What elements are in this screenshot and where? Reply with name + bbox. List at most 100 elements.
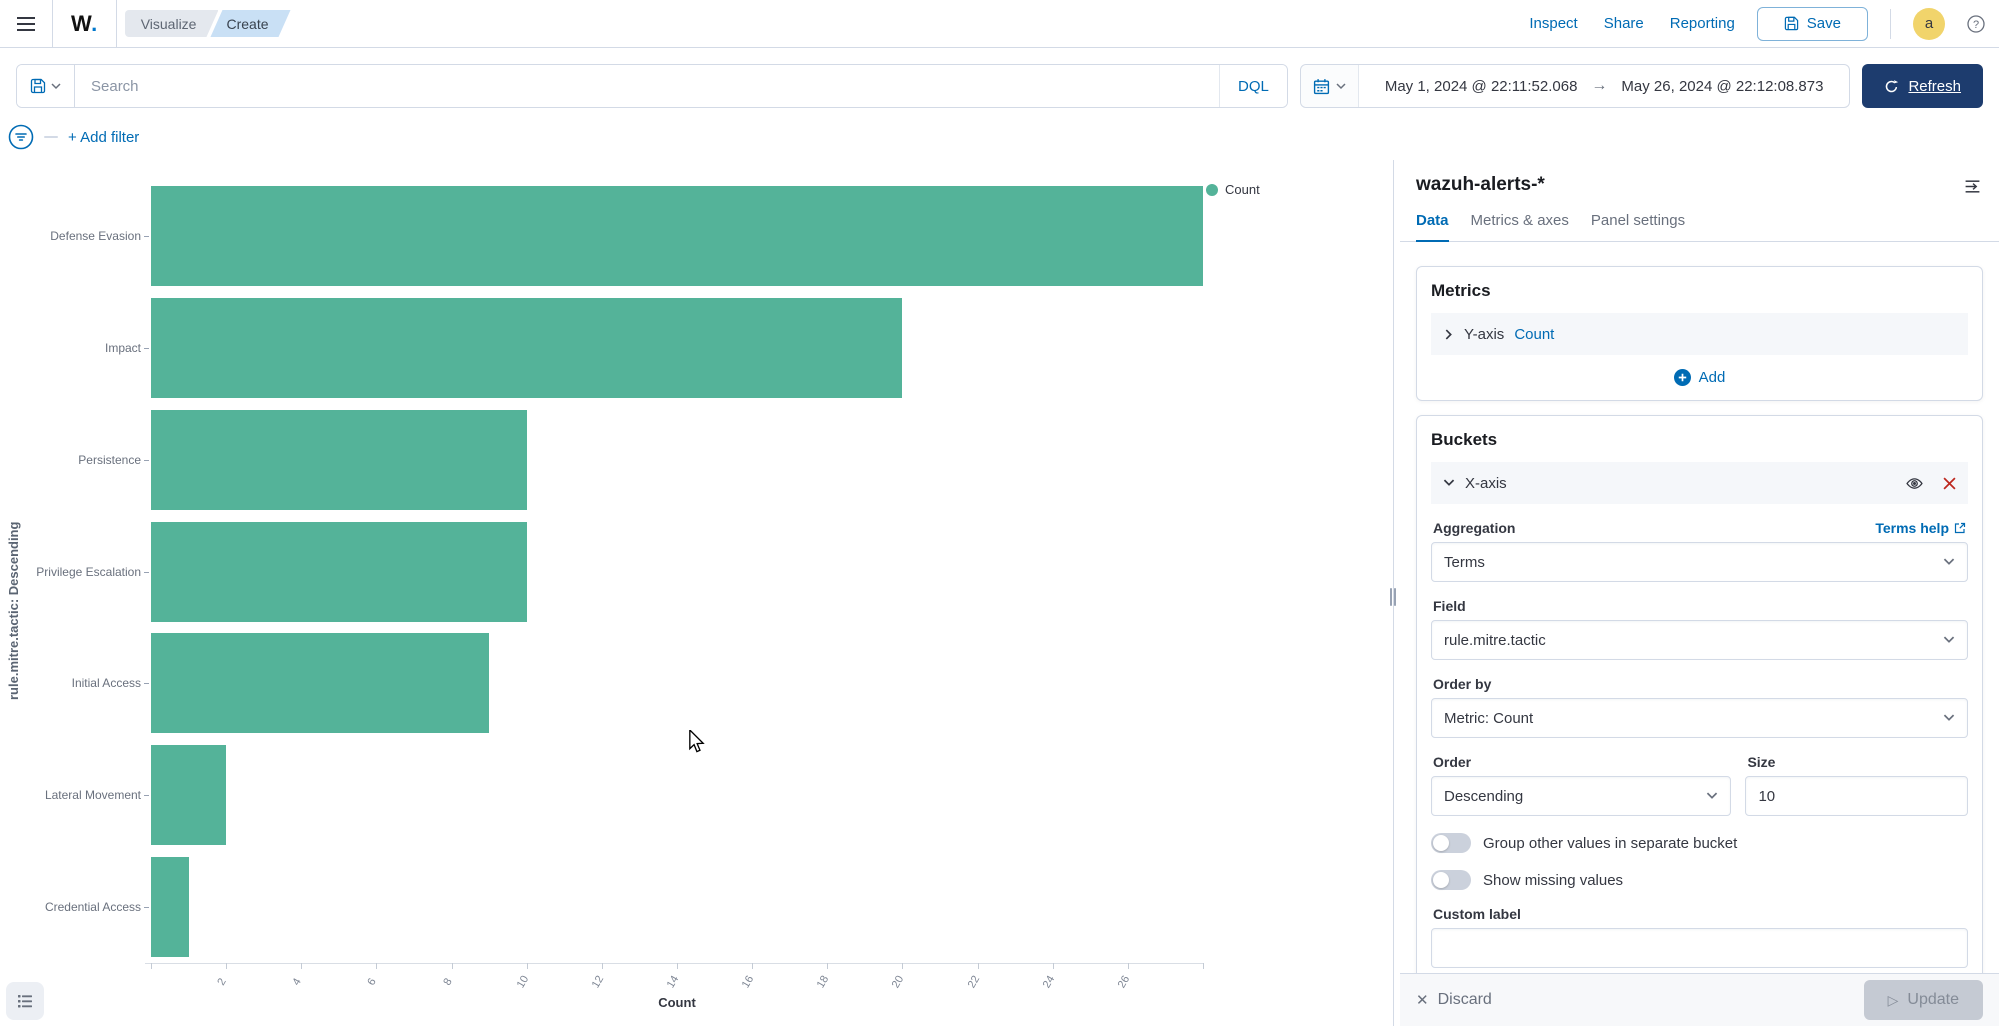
y-tick [144,795,149,796]
add-filter-button[interactable]: + Add filter [68,129,139,146]
panel-content: Metrics Y-axis Count Add Buckets [1400,252,1999,973]
field-label: Field [1433,598,1966,614]
y-tick [144,683,149,684]
legend-toggle-button[interactable] [6,982,44,1020]
category-label: Impact [22,339,141,357]
y-tick [144,348,149,349]
panel-resize-handle[interactable] [1390,588,1398,606]
chart-bar-defense-evasion[interactable] [151,186,1203,286]
dql-button[interactable]: DQL [1219,65,1287,107]
category-label: Persistence [22,451,141,469]
chart-bar-credential-access[interactable] [151,857,189,957]
x-tick-label: 24 [1034,962,1064,1003]
discard-label: Discard [1438,991,1492,1009]
refresh-button[interactable]: Refresh [1862,64,1983,108]
tab-panel-settings[interactable]: Panel settings [1591,212,1685,242]
metric-row-value: Count [1514,326,1554,343]
logo-dot: . [91,11,98,36]
save-button[interactable]: Save [1757,7,1868,41]
discard-button[interactable]: ✕ Discard [1416,991,1492,1009]
chevron-right-icon [1443,329,1454,340]
avatar[interactable]: a [1913,8,1945,40]
y-tick [144,907,149,908]
y-axis-title: rule.mitre.tactic: Descending [6,522,21,700]
nav-link-reporting[interactable]: Reporting [1670,15,1735,32]
chart-legend[interactable]: Count [1206,182,1260,197]
x-tick-label: 26 [1109,962,1139,1003]
terms-help-label: Terms help [1875,520,1949,536]
order-by-label: Order by [1433,676,1966,692]
order-by-select[interactable]: Metric: Count [1431,698,1968,738]
index-pattern-title: wazuh-alerts-* [1416,174,1545,196]
x-tick-label: 10 [508,962,538,1003]
legend-label: Count [1225,182,1260,197]
metrics-heading: Metrics [1431,281,1968,301]
top-nav: W. VisualizeCreate Inspect Share Reporting… [0,0,1999,48]
filter-icon[interactable] [8,124,34,150]
breadcrumb-create[interactable]: Create [210,10,290,37]
y-tick [144,572,149,573]
date-from[interactable]: May 1, 2024 @ 22:11:52.068 [1385,78,1578,95]
filter-bar: + Add filter [8,120,139,154]
x-tick-label: 12 [583,962,613,1003]
nav-link-inspect[interactable]: Inspect [1529,15,1577,32]
x-tick-label: 18 [808,962,838,1003]
order-value: Descending [1444,788,1706,805]
custom-label-label: Custom label [1433,906,1966,922]
category-label: Defense Evasion [22,227,141,245]
category-label: Initial Access [22,674,141,692]
avatar-initial: a [1925,15,1933,32]
breadcrumb-visualize[interactable]: Visualize [125,10,219,37]
chart-bar-initial-access[interactable] [151,633,489,733]
chart-bar-persistence[interactable] [151,410,527,510]
show-missing-values-toggle[interactable] [1431,870,1471,890]
chevron-down-icon [1943,636,1955,644]
calendar-icon [1313,78,1330,95]
tab-metrics-axes[interactable]: Metrics & axes [1471,212,1569,242]
field-select[interactable]: rule.mitre.tactic [1431,620,1968,660]
calendar-button[interactable] [1301,65,1359,107]
terms-help-link[interactable]: Terms help [1875,520,1966,536]
size-input[interactable] [1745,776,1968,816]
field-value: rule.mitre.tactic [1444,632,1943,649]
buckets-card: Buckets X-axis Aggregation Terms help [1416,415,1983,973]
nav-link-share[interactable]: Share [1604,15,1644,32]
tab-data[interactable]: Data [1416,212,1449,242]
date-range[interactable]: May 1, 2024 @ 22:11:52.068 → May 26, 202… [1359,77,1850,95]
search-input[interactable] [75,65,1219,107]
filter-divider [44,136,58,138]
group-other-values-toggle[interactable] [1431,833,1471,853]
metric-row-label: Y-axis [1464,326,1504,343]
add-metric-label: Add [1699,369,1726,386]
app-logo[interactable]: W. [52,0,117,48]
chart-bar-lateral-movement[interactable] [151,745,226,845]
external-link-icon [1954,522,1966,534]
menu-hamburger-icon[interactable] [0,0,52,48]
size-label: Size [1747,754,1966,770]
help-icon[interactable]: ? [1967,15,1985,33]
refresh-icon [1884,79,1899,94]
metric-yaxis-row[interactable]: Y-axis Count [1431,313,1968,355]
x-tick-label: 16 [733,962,763,1003]
order-select[interactable]: Descending [1431,776,1731,816]
eye-icon[interactable] [1906,475,1923,492]
date-to[interactable]: May 26, 2024 @ 22:12:08.873 [1621,78,1823,95]
category-label: Lateral Movement [22,786,141,804]
chevron-down-icon [1706,792,1718,800]
close-icon: ✕ [1416,991,1429,1009]
chart-bar-impact[interactable] [151,298,902,398]
saved-queries-button[interactable] [17,65,75,107]
chevron-down-icon [51,83,61,90]
chart-bar-privilege-escalation[interactable] [151,522,527,622]
buckets-heading: Buckets [1431,430,1968,450]
bucket-xaxis-row[interactable]: X-axis [1431,462,1968,504]
aggregation-select[interactable]: Terms [1431,542,1968,582]
x-tick-label: 2 [207,962,237,1003]
update-button[interactable]: ▷ Update [1864,980,1983,1020]
remove-bucket-icon[interactable] [1943,477,1956,490]
order-by-value: Metric: Count [1444,710,1943,727]
custom-label-input[interactable] [1431,928,1968,968]
panel-footer: ✕ Discard ▷ Update [1400,973,1999,1026]
collapse-panel-icon[interactable] [1964,174,1981,195]
add-metric-button[interactable]: Add [1674,369,1726,386]
